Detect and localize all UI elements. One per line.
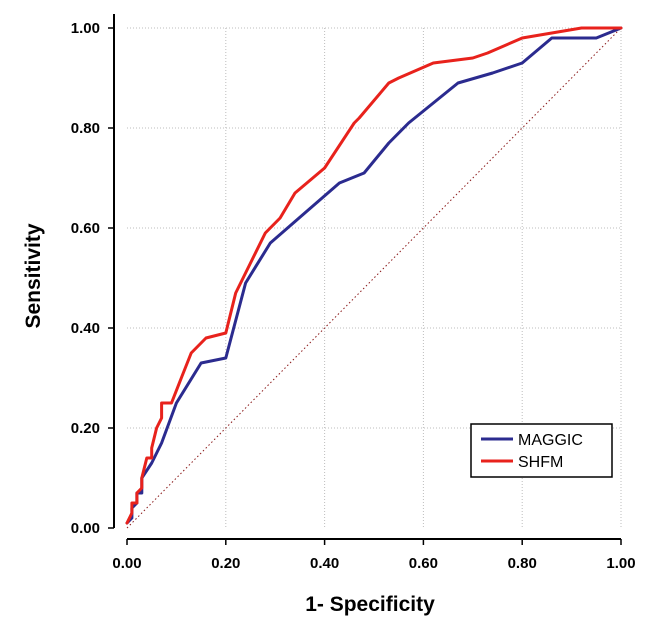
y-tick-label: 0.40 [71,320,100,337]
x-tick-label: 0.60 [409,555,438,572]
x-tick-label: 0.00 [112,555,141,572]
y-tick-label: 0.00 [71,520,100,537]
legend-label-maggic: MAGGIC [518,432,583,449]
x-tick-label: 0.40 [310,555,339,572]
y-tick-label: 1.00 [71,20,100,37]
diagonal-reference-line [126,27,622,529]
y-axis-title: Sensitivity [22,223,45,328]
x-tick-label: 0.20 [211,555,240,572]
legend-label-shfm: SHFM [518,454,563,471]
y-tick-label: 0.80 [71,120,100,137]
legend: MAGGIC SHFM [470,423,613,478]
roc-curves [125,26,623,525]
series-line-shfm [125,26,623,525]
reference-line [126,27,622,529]
tick-labels: 0.00 0.20 0.40 0.60 0.80 1.00 0.00 0.20 0.40 0.60… [71,20,636,572]
x-tick-label: 1.00 [606,555,635,572]
x-axis-title: 1- Specificity [305,593,435,616]
y-tick-label: 0.60 [71,220,100,237]
y-tick-label: 0.20 [71,420,100,437]
x-tick-label: 0.80 [508,555,537,572]
legend-box [470,423,613,478]
axes [113,14,621,540]
